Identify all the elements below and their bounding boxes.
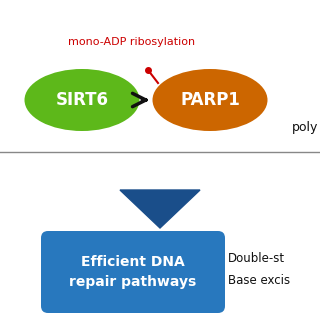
Text: SIRT6: SIRT6 (55, 91, 108, 109)
Polygon shape (120, 190, 200, 228)
Ellipse shape (153, 69, 268, 131)
Text: Efficient DNA: Efficient DNA (81, 255, 185, 269)
Text: Base excis: Base excis (228, 274, 290, 286)
Text: repair pathways: repair pathways (69, 275, 196, 289)
Text: Double-st: Double-st (228, 252, 285, 265)
Text: poly: poly (292, 122, 318, 134)
Text: mono-ADP ribosylation: mono-ADP ribosylation (68, 37, 195, 47)
FancyBboxPatch shape (41, 231, 225, 313)
Text: PARP1: PARP1 (180, 91, 240, 109)
Ellipse shape (25, 69, 140, 131)
